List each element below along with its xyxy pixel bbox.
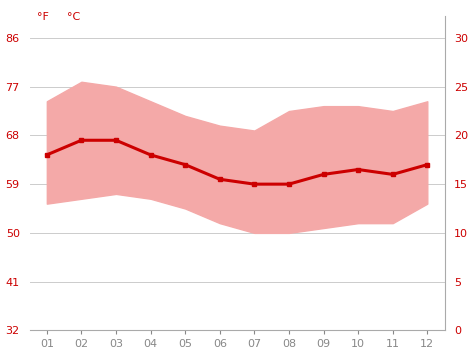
Text: °C: °C [67, 12, 80, 22]
Text: °F: °F [36, 12, 49, 22]
